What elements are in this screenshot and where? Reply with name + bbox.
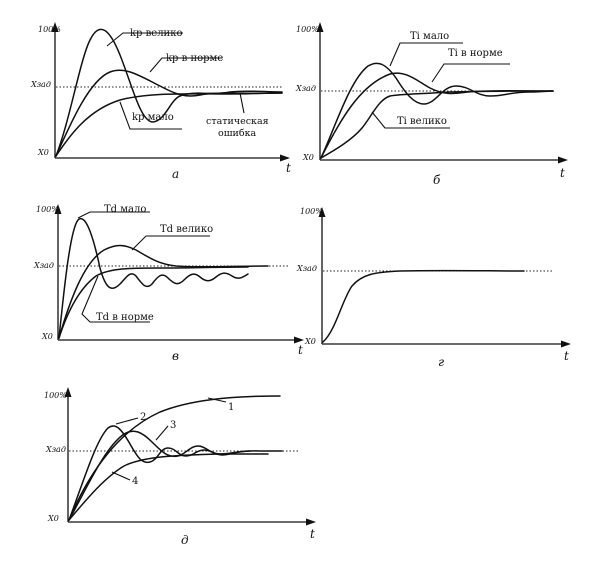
- panel-g-x-arrow: [561, 340, 571, 348]
- panel-v-curve-td-norm: [58, 266, 249, 339]
- panel-b-label-ti-norm: Ti в норме: [448, 48, 503, 59]
- panel-g: 100% Xзад X0 г t: [296, 207, 571, 369]
- panel-b-y-arrow: [316, 22, 324, 32]
- panel-g-curve-optimal: [322, 269, 525, 343]
- panel-b-x-arrow: [558, 156, 568, 164]
- panel-d-leader-3: [155, 425, 169, 441]
- panel-b-letter: б: [433, 173, 441, 187]
- panel-b-leader-ti-high: [371, 111, 450, 129]
- panel-b-curve-ti-low: [320, 62, 554, 159]
- panel-g-x-label: t: [564, 349, 569, 363]
- panel-b-y-max: 100%: [296, 25, 319, 34]
- panel-v-y-arrow: [54, 204, 62, 214]
- panel-v-y-setpoint: Xзад: [33, 261, 54, 270]
- panel-d-curve-2: [68, 425, 251, 521]
- panel-d-label-4: 4: [132, 476, 138, 487]
- panel-a-label-kp-high: kp велико: [130, 28, 182, 39]
- panel-b-y-setpoint: Xзад: [295, 84, 316, 93]
- panel-v-leader-td-norm: [81, 275, 150, 323]
- panel-b-leader-ti-norm: [431, 63, 510, 83]
- panel-d-x-arrow: [306, 518, 316, 526]
- panel-a-y-origin: X0: [37, 148, 49, 157]
- panel-g-y-setpoint: Xзад: [296, 264, 317, 273]
- panel-a-y-max: 100%: [38, 25, 61, 34]
- panel-b-label-ti-high: Ti велико: [397, 116, 447, 127]
- panel-d-leader-1: [207, 397, 227, 403]
- panel-v-curve-td-high: [58, 244, 269, 339]
- panel-a-label-kp-low: kp мало: [132, 112, 174, 123]
- panel-d-label-3: 3: [170, 420, 176, 431]
- panel-a-leader-static-error: [239, 92, 245, 114]
- panel-a-label-static-error-1: статическая: [206, 116, 269, 127]
- panel-a-leader-kp-low: [119, 101, 182, 130]
- panel-v-leader-td-high: [131, 235, 210, 251]
- panel-a-curve-kp-high: [55, 28, 283, 157]
- panel-d-y-origin: X0: [47, 514, 59, 523]
- panel-d-curve-4: [68, 453, 269, 521]
- panel-a-x-label: t: [286, 161, 291, 175]
- panel-a-x-arrow: [280, 154, 290, 162]
- panel-d-leader-2: [115, 417, 139, 425]
- panel-v-label-td-norm: Td в норме: [96, 312, 154, 323]
- panel-d-curve-1: [68, 395, 281, 521]
- panel-d-letter: д: [181, 533, 189, 547]
- panel-v: 100% Xзад X0 в t Td мало Td велико Td в …: [33, 204, 304, 363]
- panel-v-x-label: t: [298, 343, 303, 357]
- panel-v-leader-td-low: [77, 211, 150, 219]
- panel-a-letter: а: [172, 167, 179, 181]
- panel-g-y-max: 100%: [300, 207, 323, 216]
- panel-g-letter: г: [438, 355, 444, 369]
- panel-a-label-kp-norm: kp в норме: [166, 53, 223, 64]
- panel-a-leader-kp-norm: [149, 57, 222, 73]
- panel-g-y-arrow: [318, 207, 326, 217]
- panel-a-curve-kp-low: [55, 92, 283, 157]
- panel-b-y-origin: X0: [302, 153, 314, 162]
- panel-d: 100% Xзад X0 д t 1 2 3 4: [44, 387, 316, 547]
- panel-d-leader-4: [111, 471, 131, 481]
- panel-v-y-max: 100%: [36, 205, 59, 214]
- panel-v-y-origin: X0: [41, 332, 53, 341]
- panel-a-y-arrow: [51, 22, 59, 32]
- panel-d-label-2: 2: [140, 412, 146, 423]
- panel-d-curve-3: [68, 430, 283, 521]
- panel-a-leader-kp-high: [106, 32, 183, 47]
- panel-b-x-label: t: [560, 166, 565, 180]
- panel-d-y-setpoint: Xзад: [45, 445, 66, 454]
- panel-d-label-1: 1: [228, 402, 234, 413]
- panel-a: 100% Xзад X0 а t kp велико kp в норме kp…: [30, 22, 291, 181]
- panel-v-curve-td-low: [58, 217, 249, 339]
- panel-g-y-origin: X0: [304, 337, 316, 346]
- panel-b-leader-ti-low: [389, 42, 463, 67]
- panel-b: 100% Xзад X0 б t Ti мало Ti в норме Ti в…: [295, 22, 568, 187]
- panel-d-y-max: 100%: [44, 391, 67, 400]
- panel-d-x-label: t: [310, 527, 315, 541]
- panel-v-x-arrow: [294, 336, 304, 344]
- panel-b-curve-ti-high: [320, 90, 554, 159]
- panel-d-y-arrow: [64, 387, 72, 397]
- panel-a-y-setpoint: Xзад: [30, 80, 51, 89]
- panel-v-letter: в: [172, 349, 179, 363]
- panel-b-label-ti-low: Ti мало: [410, 31, 449, 42]
- panel-v-label-td-high: Td велико: [160, 224, 213, 235]
- panel-a-label-static-error-2: ошибка: [218, 128, 257, 139]
- panel-v-label-td-low: Td мало: [104, 204, 146, 215]
